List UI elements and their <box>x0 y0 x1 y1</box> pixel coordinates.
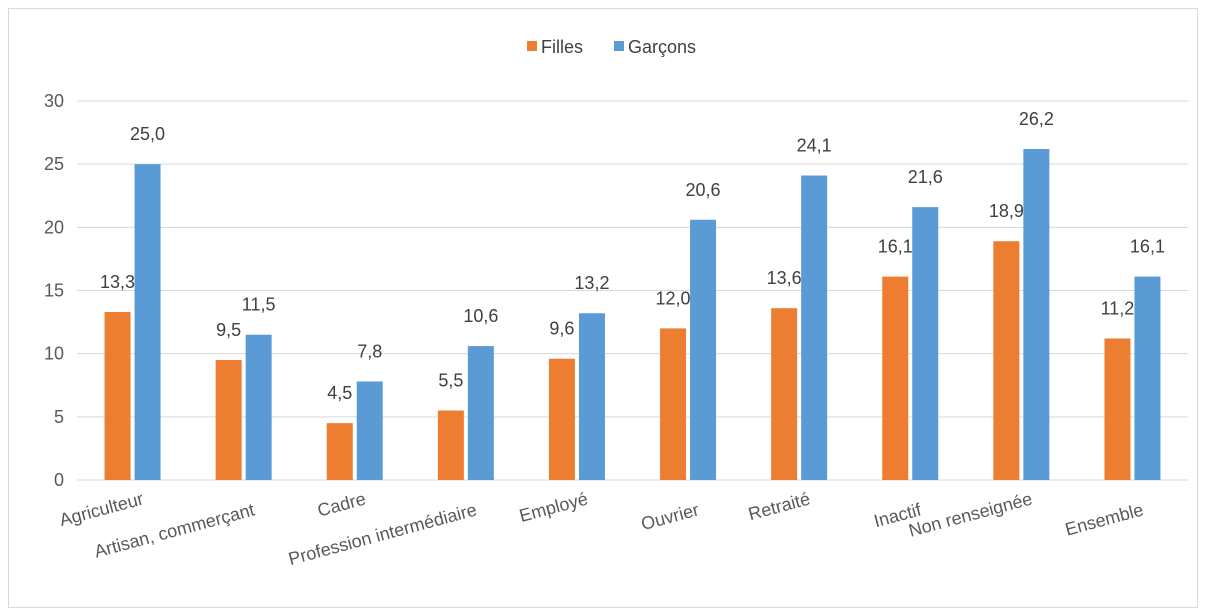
bar-filles <box>437 410 464 480</box>
bar-filles <box>1104 338 1131 480</box>
data-label-filles: 12,0 <box>656 288 691 308</box>
x-tick-label: Non renseignée <box>906 489 1034 541</box>
data-label-garcons: 16,1 <box>1130 237 1165 257</box>
y-tick-label: 30 <box>44 91 64 111</box>
legend-swatch-garcons <box>614 41 624 51</box>
data-label-garcons: 10,6 <box>463 306 498 326</box>
legend-label-filles: Filles <box>541 37 583 57</box>
data-label-garcons: 25,0 <box>130 124 165 144</box>
bar-garcons <box>1023 149 1050 481</box>
data-label-filles: 5,5 <box>438 371 463 391</box>
bars <box>104 149 1161 481</box>
x-tick-label: Profession intermédiaire <box>286 500 479 570</box>
x-tick-label: Ouvrier <box>639 500 701 535</box>
data-labels: 13,3 25,0 9,511,5 4,5 7,8 5,5 10,6 9,6 13,2 12,0 2… <box>100 109 1165 403</box>
bar-garcons <box>578 313 605 480</box>
data-label-filles: 9,5 <box>216 320 241 340</box>
bar-garcons <box>690 219 717 480</box>
bar-filles <box>660 328 687 480</box>
data-label-filles: 13,6 <box>767 268 802 288</box>
x-tick-label: Agriculteur <box>57 489 145 531</box>
data-label-filles: 13,3 <box>100 272 135 292</box>
bar-filles <box>215 359 242 480</box>
data-label-filles: 11,2 <box>1101 299 1135 319</box>
y-tick-label: 5 <box>54 407 64 427</box>
bar-garcons <box>134 164 161 480</box>
legend-swatch-filles <box>527 41 537 51</box>
bar-filles <box>771 308 798 480</box>
data-label-garcons: 13,2 <box>574 273 609 293</box>
x-tick-label: Retraité <box>746 489 812 525</box>
bar-filles <box>882 276 909 480</box>
y-tick-label: 20 <box>44 217 64 237</box>
y-tick-label: 25 <box>44 154 64 174</box>
bar-filles <box>104 311 131 480</box>
data-label-filles: 9,6 <box>549 319 574 339</box>
data-label-filles: 18,9 <box>989 201 1024 221</box>
bar-garcons <box>1134 276 1161 480</box>
bar-garcons <box>467 346 494 480</box>
data-label-garcons: 26,2 <box>1019 109 1054 129</box>
bar-filles <box>548 358 575 480</box>
gridlines <box>77 100 1188 481</box>
x-tick-label: Employé <box>517 489 590 526</box>
y-tick-label: 0 <box>54 470 64 490</box>
y-tick-label: 15 <box>44 281 64 301</box>
bar-filles <box>326 423 353 480</box>
data-label-garcons: 24,1 <box>797 136 832 156</box>
bar-garcons <box>912 207 939 480</box>
data-label-garcons: 20,6 <box>686 180 721 200</box>
data-label-garcons: 11,5 <box>242 295 276 315</box>
data-label-filles: 16,1 <box>878 237 913 257</box>
data-label-garcons: 7,8 <box>357 341 382 361</box>
data-label-filles: 4,5 <box>327 383 352 403</box>
bar-garcons <box>801 175 828 480</box>
bar-garcons <box>356 381 383 480</box>
legend-label-garcons: Garçons <box>628 37 696 57</box>
y-axis: 0 5 10 15 20 25 30 <box>44 91 64 490</box>
y-tick-label: 10 <box>44 344 64 364</box>
x-tick-label: Ensemble <box>1063 500 1145 540</box>
x-tick-label: Cadre <box>315 489 368 521</box>
legend: Filles Garçons <box>527 37 696 57</box>
bar-garcons <box>245 334 272 480</box>
bar-filles <box>993 241 1020 480</box>
data-label-garcons: 21,6 <box>908 167 943 187</box>
